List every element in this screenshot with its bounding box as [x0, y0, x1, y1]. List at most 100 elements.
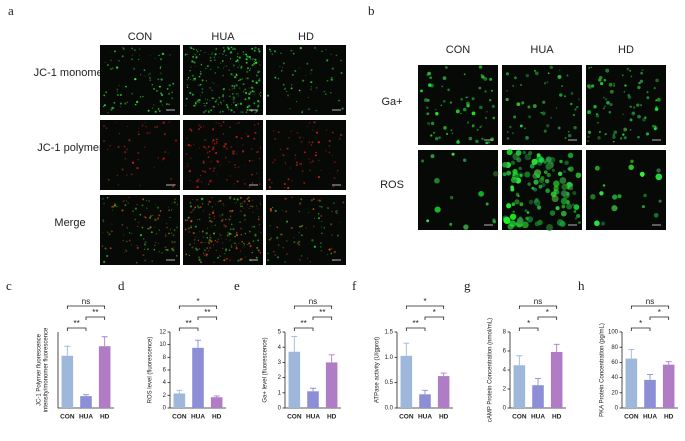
cell	[253, 60, 255, 62]
cell	[175, 255, 178, 257]
cell	[114, 50, 116, 53]
cell	[235, 244, 237, 247]
cell	[327, 253, 329, 255]
cell	[599, 191, 604, 196]
cell	[301, 170, 304, 173]
cell	[300, 198, 303, 201]
cell	[237, 66, 239, 69]
cell	[250, 257, 252, 259]
micrograph	[266, 45, 346, 115]
cell	[521, 101, 525, 105]
cell	[222, 67, 224, 69]
error-bar	[291, 336, 298, 352]
cell	[188, 169, 191, 173]
cell	[291, 84, 293, 86]
cell	[139, 54, 141, 56]
cell	[173, 229, 176, 231]
significance-label: **	[301, 319, 307, 328]
cell	[172, 249, 175, 252]
cell	[486, 110, 488, 113]
x-tick-label: HUA	[531, 414, 545, 421]
cell	[273, 251, 275, 253]
significance-label: ns	[646, 297, 654, 306]
cell	[284, 163, 287, 166]
cell	[176, 226, 178, 229]
cell	[123, 199, 125, 201]
cell	[222, 88, 225, 91]
cell	[203, 145, 206, 148]
cell	[200, 64, 203, 66]
cell	[323, 227, 326, 229]
cell	[282, 62, 285, 65]
cell	[321, 220, 323, 222]
cell	[258, 50, 261, 53]
cell	[239, 221, 241, 223]
cell	[268, 178, 271, 181]
y-axis-label: cAMP Protein Concentration (nmol/mL)	[488, 318, 494, 422]
cell	[450, 129, 453, 132]
cell	[159, 58, 163, 61]
cell	[198, 256, 200, 259]
cell	[125, 85, 127, 88]
cell	[205, 102, 208, 105]
cell	[325, 48, 327, 51]
cell	[558, 69, 561, 72]
cell	[289, 108, 291, 110]
cell	[246, 108, 249, 111]
cell	[550, 191, 557, 198]
error-bar	[213, 395, 220, 398]
cell	[247, 135, 250, 138]
cell	[215, 249, 218, 252]
cell	[139, 184, 142, 187]
cell	[197, 128, 201, 131]
cell	[296, 131, 299, 134]
cell	[212, 244, 215, 246]
cell	[215, 142, 219, 145]
cell	[196, 199, 198, 201]
cell	[249, 230, 251, 233]
cell	[158, 243, 160, 245]
cell	[254, 94, 256, 96]
cell	[206, 98, 209, 101]
cell	[311, 86, 313, 88]
y-tick-label: 1.5	[385, 330, 394, 336]
cell	[142, 95, 144, 98]
y-tick-label: 4	[163, 380, 167, 386]
y-axis-label: intensity/monomer fluorescence	[44, 327, 50, 412]
cell	[160, 92, 163, 95]
cell	[190, 224, 192, 227]
bar	[80, 396, 92, 408]
cell	[231, 88, 233, 90]
cell	[294, 158, 296, 159]
cell	[159, 100, 162, 103]
cell	[130, 173, 133, 176]
cell	[545, 156, 552, 163]
cell	[576, 213, 581, 218]
cell	[221, 60, 224, 63]
cell	[331, 131, 334, 134]
y-tick-label: 20	[611, 390, 618, 396]
cell	[107, 231, 109, 233]
cell	[252, 58, 254, 60]
cell	[246, 55, 249, 58]
cell	[298, 136, 302, 139]
cell	[206, 65, 209, 68]
cell	[191, 93, 194, 96]
cell	[105, 91, 107, 93]
cell	[211, 206, 213, 208]
cell	[599, 130, 601, 133]
cell	[232, 48, 234, 51]
cell	[247, 203, 249, 205]
cell	[128, 139, 131, 142]
cell	[186, 84, 189, 87]
cell	[545, 163, 552, 170]
cell	[211, 97, 214, 100]
cell	[289, 167, 291, 169]
cell	[266, 94, 270, 97]
cell	[166, 226, 168, 229]
cell	[239, 102, 243, 105]
y-tick-label: 6	[163, 368, 167, 374]
cell	[457, 139, 460, 142]
cell	[243, 244, 246, 246]
cell	[147, 248, 149, 251]
